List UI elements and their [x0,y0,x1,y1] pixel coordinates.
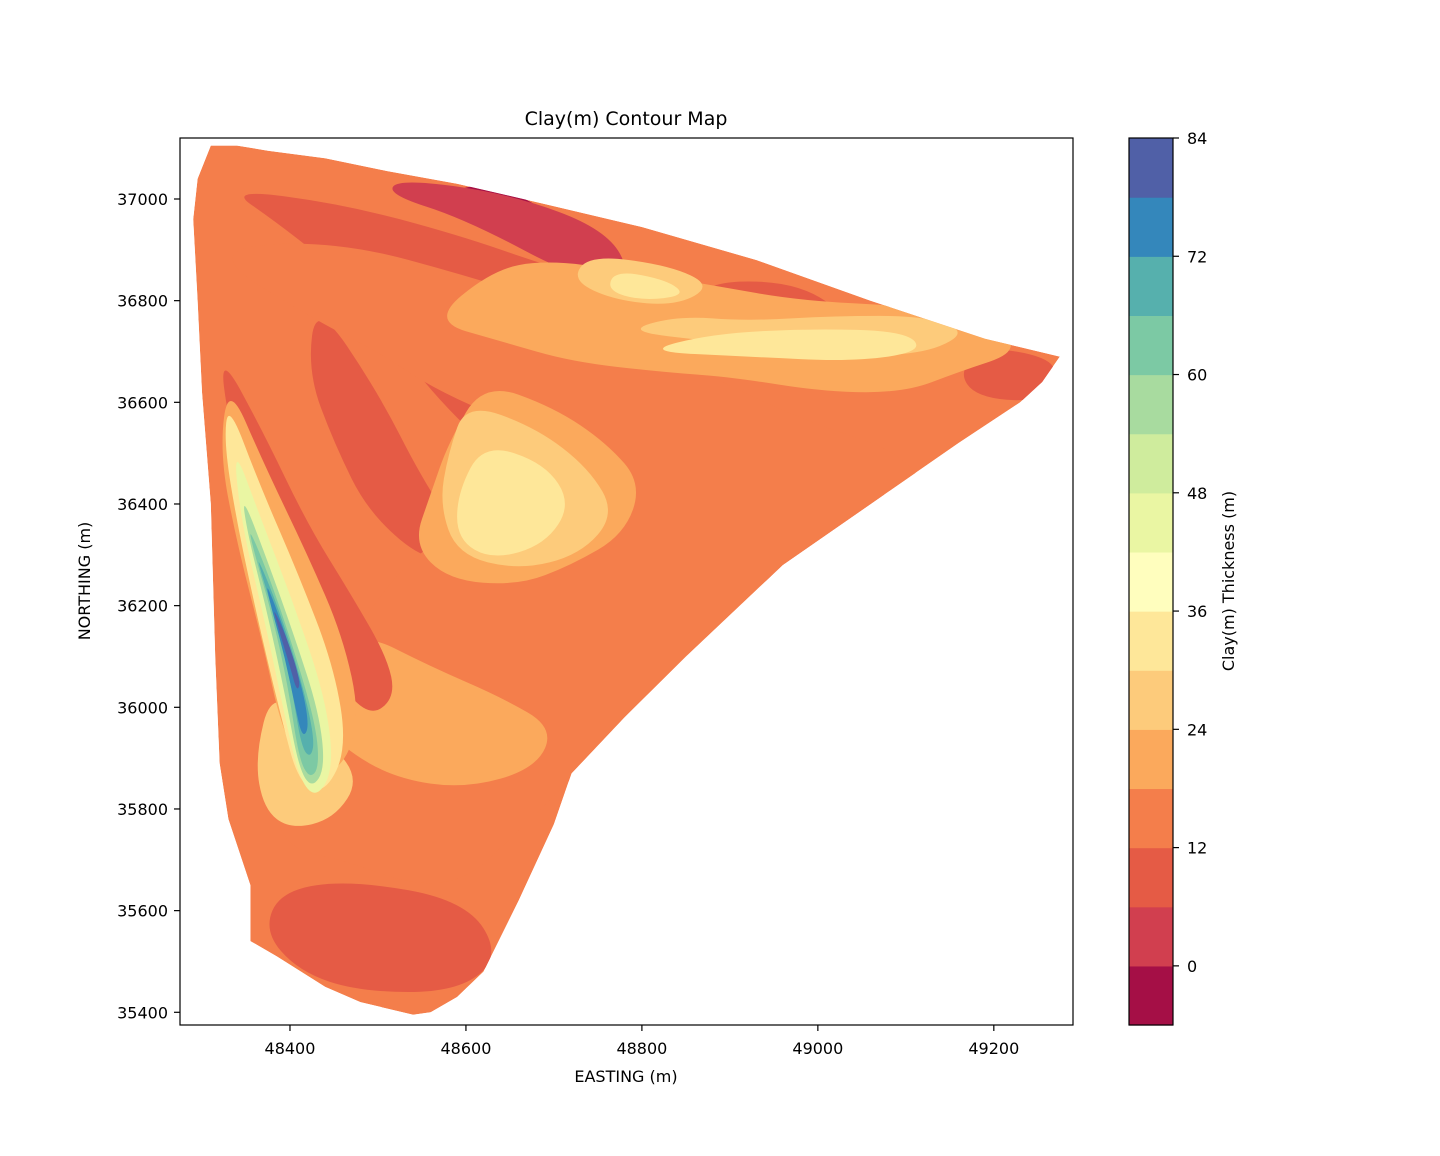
chart-title: Clay(m) Contour Map [525,108,728,130]
colorbar-swatch [1129,670,1173,730]
y-axis-label: NORTHING (m) [75,522,94,641]
colorbar-swatch [1129,965,1173,1026]
colorbar-swatch [1129,906,1173,967]
colorbar-swatch [1129,315,1173,376]
colorbar-tick-label: 84 [1187,129,1207,148]
contour-region-10 [310,320,457,558]
x-tick-label: 48400 [265,1039,316,1058]
colorbar-swatch [1129,433,1173,494]
x-tick-label: 49200 [968,1039,1019,1058]
x-axis-label: EASTING (m) [574,1067,677,1086]
x-tick-label: 49000 [792,1039,843,1058]
y-tick-label: 35400 [117,1003,168,1022]
y-tick-label: 37000 [117,190,168,209]
colorbar-tick-label: 48 [1187,484,1207,503]
colorbar-swatch [1129,138,1173,198]
colorbar-tick-label: 60 [1187,366,1207,385]
contour-region-21 [610,273,680,299]
colorbar-frame [1128,137,1174,1026]
colorbar-tick-label: 12 [1187,839,1207,858]
x-tick-label: 48600 [440,1039,491,1058]
colorbar-swatch [1129,551,1173,612]
colorbar-label: Clay(m) Thickness (m) [1219,491,1238,671]
colorbar-swatch [1129,374,1173,435]
x-axis: 48400 48600 48800 49000 49200 [265,1025,1019,1058]
y-axis: 35400 35600 35800 36000 36200 36400 36600 36800… [117,190,180,1022]
y-tick-label: 35600 [117,902,168,921]
x-tick-label: 48800 [616,1039,667,1058]
colorbar-tick-label: 0 [1187,957,1197,976]
contour-region-20 [663,329,917,360]
colorbar-swatch [1129,788,1173,849]
colorbar-swatch [1129,729,1173,790]
colorbar-tick-label: 72 [1187,247,1207,266]
y-tick-label: 35800 [117,800,168,819]
colorbar-tick-label: 36 [1187,602,1207,621]
colorbar-swatch [1129,492,1173,553]
contour-region-9 [269,883,492,992]
y-tick-label: 36600 [117,393,168,412]
y-tick-label: 36200 [117,597,168,616]
contour-region-6 [963,350,1056,401]
colorbar-swatch [1129,847,1173,908]
colorbar: 0 12 24 36 48 60 72 84 [1128,129,1207,1026]
colorbar-swatch [1129,256,1173,316]
contour-region-29 [267,588,308,734]
contour-region-19 [457,450,565,556]
y-tick-label: 36800 [117,292,168,311]
contour-region-22 [223,370,393,711]
y-tick-label: 36000 [117,698,168,717]
y-tick-label: 36400 [117,495,168,514]
contour-fill-layer [193,145,1060,1015]
contour-region-30 [274,612,300,689]
plot-frame [179,137,1074,1026]
colorbar-swatch [1129,197,1173,257]
contour-region-1 [392,182,625,280]
colorbar-tick-label: 24 [1187,720,1207,739]
colorbar-swatch [1129,611,1173,671]
